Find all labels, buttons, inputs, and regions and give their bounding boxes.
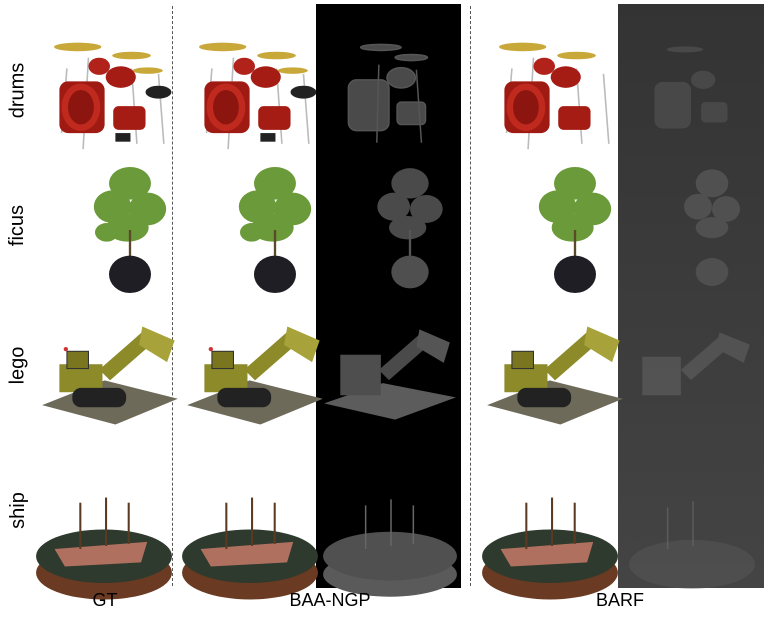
row-label-lego: lego bbox=[6, 346, 29, 384]
column-label-barf: BARF bbox=[595, 590, 644, 610]
drums-baa-ngp-depth-image bbox=[347, 43, 429, 143]
ship-barf-rgb-image bbox=[482, 497, 618, 600]
drums-barf-depth-image bbox=[654, 46, 728, 129]
ficus-barf-depth-image bbox=[684, 169, 740, 286]
drums-baa-ngp-rgb-image bbox=[199, 42, 317, 150]
row-label-ship: ship bbox=[6, 491, 29, 529]
ship-barf-depth-image bbox=[629, 501, 755, 589]
lego-barf-rgb-image bbox=[487, 326, 623, 425]
ship-baa-ngp-depth-image bbox=[323, 499, 457, 597]
lego-gt-image bbox=[42, 326, 178, 425]
ficus-gt-image bbox=[93, 167, 167, 293]
ship-baa-ngp-rgb-image bbox=[182, 497, 318, 600]
column-label-baa-ngp: BAA-NGP bbox=[289, 590, 371, 610]
column-divider bbox=[470, 6, 471, 586]
lego-baa-ngp-depth-image bbox=[324, 329, 456, 420]
row-label-drums: drums bbox=[6, 62, 29, 118]
column-divider bbox=[172, 6, 173, 586]
lego-baa-ngp-rgb-image bbox=[187, 326, 323, 425]
ficus-baa-ngp-rgb-image bbox=[238, 167, 312, 293]
drums-gt-image bbox=[54, 42, 172, 150]
column-label-gt: GT bbox=[92, 590, 118, 610]
barf-depth-column bbox=[618, 4, 764, 588]
ship-gt-image bbox=[36, 497, 172, 600]
ficus-baa-ngp-depth-image bbox=[377, 168, 443, 289]
lego-barf-depth-image bbox=[642, 332, 750, 396]
drums-barf-rgb-image bbox=[499, 42, 610, 150]
ficus-barf-rgb-image bbox=[538, 167, 612, 293]
row-label-ficus: ficus bbox=[6, 204, 29, 246]
